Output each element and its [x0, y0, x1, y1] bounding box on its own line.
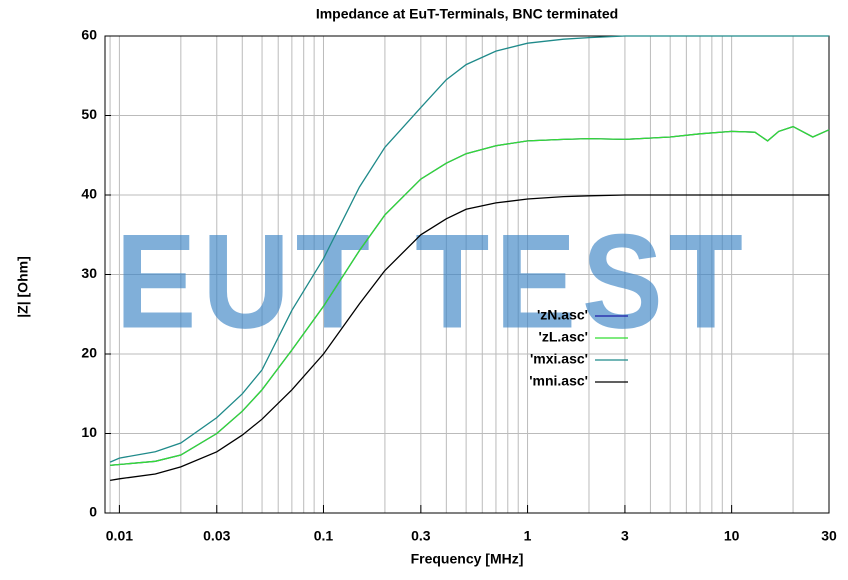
- x-tick-label: 0.1: [314, 528, 334, 544]
- legend-label: 'zN.asc': [537, 307, 588, 323]
- x-tick-label: 1: [524, 528, 532, 544]
- x-tick-label: 0.01: [106, 528, 133, 544]
- legend-label: 'zL.asc': [539, 329, 588, 345]
- chart-title: Impedance at EuT-Terminals, BNC terminat…: [316, 6, 618, 22]
- y-axis-title: |Z| [Ohm]: [15, 256, 31, 318]
- series-line: [109, 194, 829, 482]
- y-tick-label: 30: [81, 265, 97, 281]
- y-tick-label: 10: [81, 424, 97, 440]
- y-tick-label: 40: [81, 186, 97, 202]
- legend-label: 'mni.asc': [529, 373, 588, 389]
- x-tick-label: 0.3: [411, 528, 431, 544]
- plot-frame: [104, 35, 830, 514]
- x-tick-label: 30: [821, 528, 837, 544]
- x-tick-label: 3: [621, 528, 629, 544]
- x-tick-label: 10: [724, 528, 740, 544]
- y-tick-label: 60: [81, 27, 97, 43]
- series-line: [109, 35, 829, 463]
- series-line: [110, 125, 830, 466]
- legend-label: 'mxi.asc': [530, 351, 588, 367]
- watermark: EUT TEST: [115, 207, 748, 357]
- x-tick-label: 0.03: [203, 528, 230, 544]
- x-axis-title: Frequency [MHz]: [411, 551, 524, 567]
- y-tick-label: 20: [81, 345, 97, 361]
- y-tick-label: 0: [89, 504, 97, 520]
- y-tick-label: 50: [81, 106, 97, 122]
